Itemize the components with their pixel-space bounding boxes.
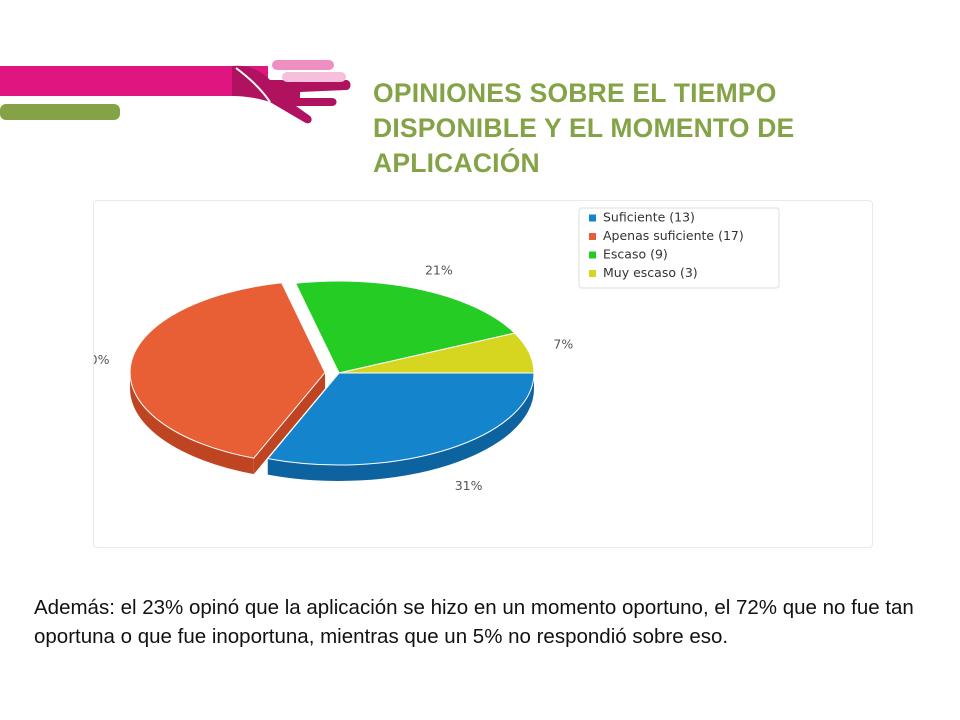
chart-panel: 31% 40% 21% 7% Suficiente (13) Apenas sufici… — [93, 200, 873, 548]
legend-label: Muy escaso (3) — [603, 265, 698, 280]
summary-text: Además: el 23% opinó que la aplicación s… — [34, 596, 914, 648]
slice-percent-label: 21% — [425, 263, 453, 278]
hand-outline — [235, 67, 271, 103]
green-band — [0, 104, 120, 120]
slice-percent-label: 7% — [553, 336, 573, 351]
legend: Suficiente (13) Apenas suficiente (17) Esc… — [578, 207, 780, 289]
slice-percent-label: 31% — [455, 478, 483, 493]
slide-title: OPINIONES SOBRE EL TIEMPO DISPONIBLE Y E… — [373, 78, 795, 178]
pie-tops — [129, 280, 535, 466]
legend-swatch — [589, 251, 596, 259]
pie-labels: 31% 40% 21% 7% — [94, 263, 573, 494]
finger-pink-1 — [272, 60, 334, 70]
legend-box — [578, 207, 780, 289]
pie-slice — [129, 282, 326, 459]
legend-label: Escaso (9) — [603, 247, 668, 262]
slice-percent-label: 40% — [94, 352, 110, 367]
hands-logo — [0, 60, 351, 124]
pie-slice — [266, 372, 535, 466]
pie-chart: 31% 40% 21% 7% Suficiente (13) Apenas sufici… — [94, 207, 780, 494]
pie-slice-side — [130, 372, 254, 475]
legend-swatch — [589, 270, 596, 277]
legend-label: Apenas suficiente (17) — [603, 228, 744, 243]
pie-slice-face — [253, 372, 326, 475]
finger-pink-2 — [282, 72, 346, 82]
pie-slice — [338, 332, 535, 374]
legend-label: Suficiente (13) — [603, 210, 695, 225]
pie-slice — [294, 280, 516, 374]
legend-swatch — [589, 233, 596, 240]
pie-slice-side — [267, 373, 534, 481]
magenta-band — [0, 66, 268, 96]
legend-swatch — [589, 214, 596, 222]
